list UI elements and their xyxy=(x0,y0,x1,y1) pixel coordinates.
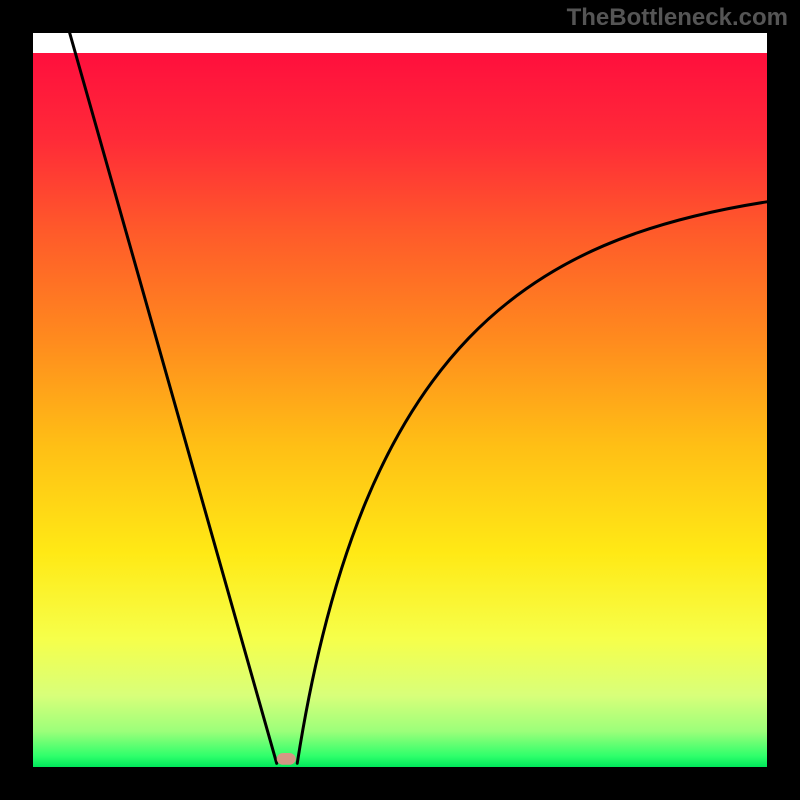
top-white-band xyxy=(33,33,767,53)
chart-container: TheBottleneck.com xyxy=(0,0,800,800)
chart-svg xyxy=(0,0,800,800)
vertex-marker xyxy=(277,753,296,765)
gradient-plot-area xyxy=(33,53,767,767)
watermark-text: TheBottleneck.com xyxy=(567,4,788,32)
